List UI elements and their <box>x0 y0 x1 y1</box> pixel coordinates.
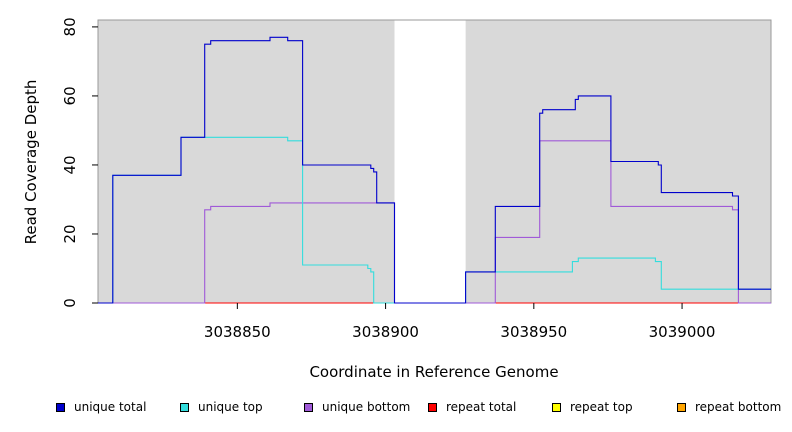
y-tick-label: 40 <box>61 155 79 174</box>
x-tick-label: 3038850 <box>204 323 271 341</box>
legend-swatch <box>428 402 437 412</box>
series-line-unique-total <box>98 36 771 304</box>
legend-swatch <box>180 402 189 412</box>
legend-label: unique top <box>198 400 263 414</box>
y-tick-label: 60 <box>61 86 79 105</box>
legend-swatch <box>552 402 561 412</box>
legend-swatch <box>304 402 313 412</box>
legend-item-repeat-top: repeat top <box>552 400 633 414</box>
y-tick-label: 20 <box>61 224 79 243</box>
shaded-region-0 <box>98 20 395 303</box>
y-tick-label: 80 <box>61 17 79 36</box>
legend-item-unique-bottom: unique bottom <box>304 400 410 414</box>
legend-item-repeat-bottom: repeat bottom <box>677 400 781 414</box>
legend-swatch <box>677 402 686 412</box>
legend-item-unique-total: unique total <box>56 400 146 414</box>
legend-label: unique bottom <box>322 400 411 414</box>
y-axis-title: Read Coverage Depth <box>22 80 40 245</box>
legend-item-repeat-total: repeat total <box>428 400 516 414</box>
x-tick-label: 3038900 <box>352 323 419 341</box>
legend-label: unique total <box>74 400 147 414</box>
legend-label: repeat total <box>446 400 517 414</box>
x-tick-label: 3039000 <box>649 323 716 341</box>
series-line-unique-bottom <box>98 140 771 304</box>
legend-swatch <box>56 402 65 412</box>
legend: unique total unique top unique bottom repea… <box>0 400 792 420</box>
series-line-unique-top <box>98 136 771 304</box>
legend-label: repeat bottom <box>695 400 782 414</box>
y-tick-label: 0 <box>61 298 79 308</box>
x-axis-title: Coordinate in Reference Genome <box>309 363 558 381</box>
x-tick-label: 3038950 <box>500 323 567 341</box>
legend-label: repeat top <box>570 400 633 414</box>
legend-item-unique-top: unique top <box>180 400 263 414</box>
